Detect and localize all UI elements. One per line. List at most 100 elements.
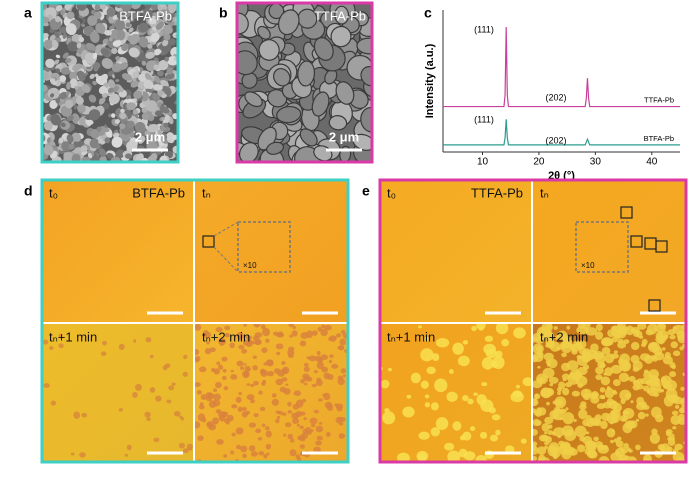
series-label: BTFA-Pb [644, 134, 674, 143]
speck [615, 440, 624, 448]
grain [50, 78, 56, 85]
speck [586, 449, 597, 459]
grain [104, 127, 110, 133]
speck [577, 383, 584, 388]
speck [195, 348, 200, 356]
speck [313, 409, 319, 414]
grain [132, 109, 138, 115]
speck [423, 336, 430, 342]
panel-border [378, 178, 688, 464]
grain [161, 93, 167, 99]
speck [585, 431, 590, 435]
speck [215, 381, 222, 389]
speck [242, 406, 247, 412]
speck [155, 395, 162, 402]
speck [213, 388, 218, 393]
speck [336, 333, 342, 338]
speck [318, 421, 323, 425]
grain [45, 45, 49, 50]
speck [320, 354, 328, 360]
grain [54, 16, 61, 23]
speck [543, 441, 550, 446]
speck [323, 392, 331, 401]
panel-label: b [219, 5, 228, 21]
grain [125, 95, 132, 100]
zoom-box [575, 221, 629, 273]
speck [253, 380, 259, 386]
grain [330, 25, 352, 48]
grain [95, 23, 106, 34]
x-tick-label: 20 [533, 157, 545, 168]
speck [73, 411, 81, 419]
speck [420, 348, 434, 362]
speck [222, 369, 227, 373]
sem-image [42, 3, 178, 162]
grain [166, 68, 174, 75]
speck [173, 411, 181, 417]
speck [458, 448, 468, 458]
grain [297, 60, 316, 87]
grain [100, 48, 110, 57]
speck [545, 337, 555, 347]
speck [318, 398, 323, 402]
speck [240, 445, 248, 453]
speck [288, 324, 294, 328]
speck [533, 398, 539, 407]
speck [558, 417, 563, 421]
grain [137, 22, 149, 33]
grain [134, 121, 146, 133]
speck [42, 339, 49, 345]
grain [162, 39, 169, 47]
grain [154, 48, 162, 55]
speck [237, 406, 244, 412]
grain [71, 113, 80, 125]
grain [51, 39, 58, 49]
speck [342, 374, 347, 378]
grain [128, 27, 134, 33]
speck [607, 329, 615, 338]
speck [266, 359, 274, 367]
grain [117, 29, 126, 41]
speck [586, 441, 592, 446]
grain [92, 80, 97, 86]
optical-image [533, 180, 686, 322]
speck [199, 366, 207, 373]
speck [594, 352, 606, 364]
speck [213, 393, 221, 401]
grain [122, 102, 128, 110]
speck [287, 349, 295, 356]
speck [306, 430, 312, 435]
optical-image [533, 324, 686, 462]
speck [265, 430, 272, 438]
speck [275, 418, 280, 424]
speck [261, 423, 266, 427]
speck [196, 389, 202, 395]
grain [81, 84, 91, 94]
x-tick-label: 30 [590, 157, 602, 168]
speck [597, 445, 609, 454]
grain [273, 68, 291, 87]
speck [238, 391, 242, 396]
speck [49, 346, 54, 350]
speck [285, 422, 292, 428]
speck [132, 391, 138, 398]
speck [561, 352, 567, 358]
speck [599, 387, 606, 393]
speck [186, 443, 193, 451]
grain [114, 119, 121, 124]
grain [159, 9, 170, 17]
speck [640, 401, 648, 409]
grain [112, 40, 122, 47]
grain [141, 60, 147, 66]
grain [104, 29, 112, 36]
speck [252, 365, 258, 371]
speck [600, 420, 608, 430]
speck [212, 417, 219, 425]
grain [149, 29, 154, 34]
grain [98, 97, 106, 105]
grain [94, 4, 101, 11]
zoom-line [213, 246, 239, 273]
speck [339, 338, 347, 346]
grain [50, 93, 55, 98]
speck [484, 335, 494, 342]
